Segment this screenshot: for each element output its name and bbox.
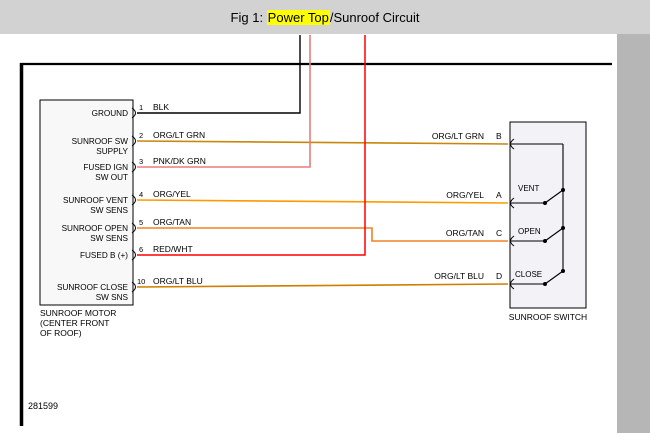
pin-function-label: SUNROOF CLOSE [57,283,129,292]
switch-contact-dot [543,201,547,205]
pin-function-label: SW SENS [90,234,128,243]
pin-connector-symbol [131,222,136,234]
pin-connector-symbol [131,281,136,293]
wire-org-lt-grn [136,140,509,145]
connector-caption-line: SUNROOF MOTOR [40,308,116,318]
switch-position-label: VENT [518,184,539,193]
wire-org-tan [137,227,508,242]
switch-contact-dot [561,226,565,230]
pin-function-label: FUSED IGN [83,163,128,172]
sunroof-switch-box [509,121,587,309]
switch-vent-arm [544,189,564,204]
wire-color-label: ORG/LT BLU [153,276,203,286]
pin-number: 5 [139,218,143,227]
terminal-letter: B [496,131,502,141]
wire-pnk-dk-grn [137,35,311,168]
pin-function-label: SUNROOF VENT [63,196,128,205]
wire-color-label: ORG/TAN [446,228,484,238]
switch-contact-dot [543,239,547,243]
pin-function-label: SUNROOF OPEN [62,224,129,233]
wire-color-label: PNK/DK GRN [153,156,206,166]
pin-connector-symbol [131,135,136,147]
wire-color-label: BLK [153,102,169,112]
wire-color-label: ORG/LT GRN [153,130,205,140]
wire-blk [137,35,301,114]
switch-close-arm [544,270,564,285]
figure-code: 281599 [28,401,58,411]
terminal-letter: C [496,228,502,238]
pin-function-label: SW OUT [95,173,128,182]
figure-header: Fig 1: Power Top/Sunroof Circuit [0,0,650,34]
pin-function-label: SUPPLY [96,147,128,156]
wire-color-label: ORG/LT BLU [434,271,484,281]
sunroof-motor-connector-box [39,99,134,306]
wire-color-label: ORG/TAN [153,217,191,227]
wire-color-label: RED/WHT [153,244,193,254]
right-gray-strip [617,34,650,433]
switch-caption: SUNROOF SWITCH [509,312,587,322]
pin-number: 2 [139,131,143,140]
pin-function-label: SUNROOF SW [72,137,129,146]
wire-org-yel [136,199,509,204]
title-suffix: /Sunroof Circuit [329,9,420,25]
wire-red-wht [137,35,366,256]
pin-number: 6 [139,245,143,254]
switch-position-label: OPEN [518,227,541,236]
connector-caption-line: (CENTER FRONT [40,318,109,328]
pin-function-label: SW SNS [96,293,129,302]
pin-function-label: FUSED B (+) [80,251,128,260]
pin-number: 3 [139,157,143,166]
highlighted-text: Power Top [266,9,330,25]
pin-connector-symbol [131,107,136,119]
wire-color-label: ORG/LT GRN [432,131,484,141]
title-prefix: Fig 1: [230,9,267,25]
switch-position-label: CLOSE [515,270,542,279]
connector-caption-line: OF ROOF) [40,328,82,338]
pin-number: 10 [137,277,145,286]
switch-contact-dot [561,269,565,273]
pin-number: 1 [139,103,143,112]
pin-connector-symbol [131,194,136,206]
switch-contact-dot [561,188,565,192]
pin-function-label: GROUND [92,109,128,118]
switch-open-arm [544,227,564,242]
pin-connector-symbol [131,249,136,261]
pin-function-label: SW SENS [90,206,128,215]
wire-org-lt-blu [136,283,509,288]
terminal-letter: A [496,190,502,200]
pin-number: 4 [139,190,143,199]
figure-title: Fig 1: Power Top/Sunroof Circuit [230,9,420,25]
switch-contact-dot [543,282,547,286]
pin-connector-symbol [131,161,136,173]
wire-color-label: ORG/YEL [446,190,484,200]
terminal-letter: D [496,271,502,281]
wire-color-label: ORG/YEL [153,189,191,199]
